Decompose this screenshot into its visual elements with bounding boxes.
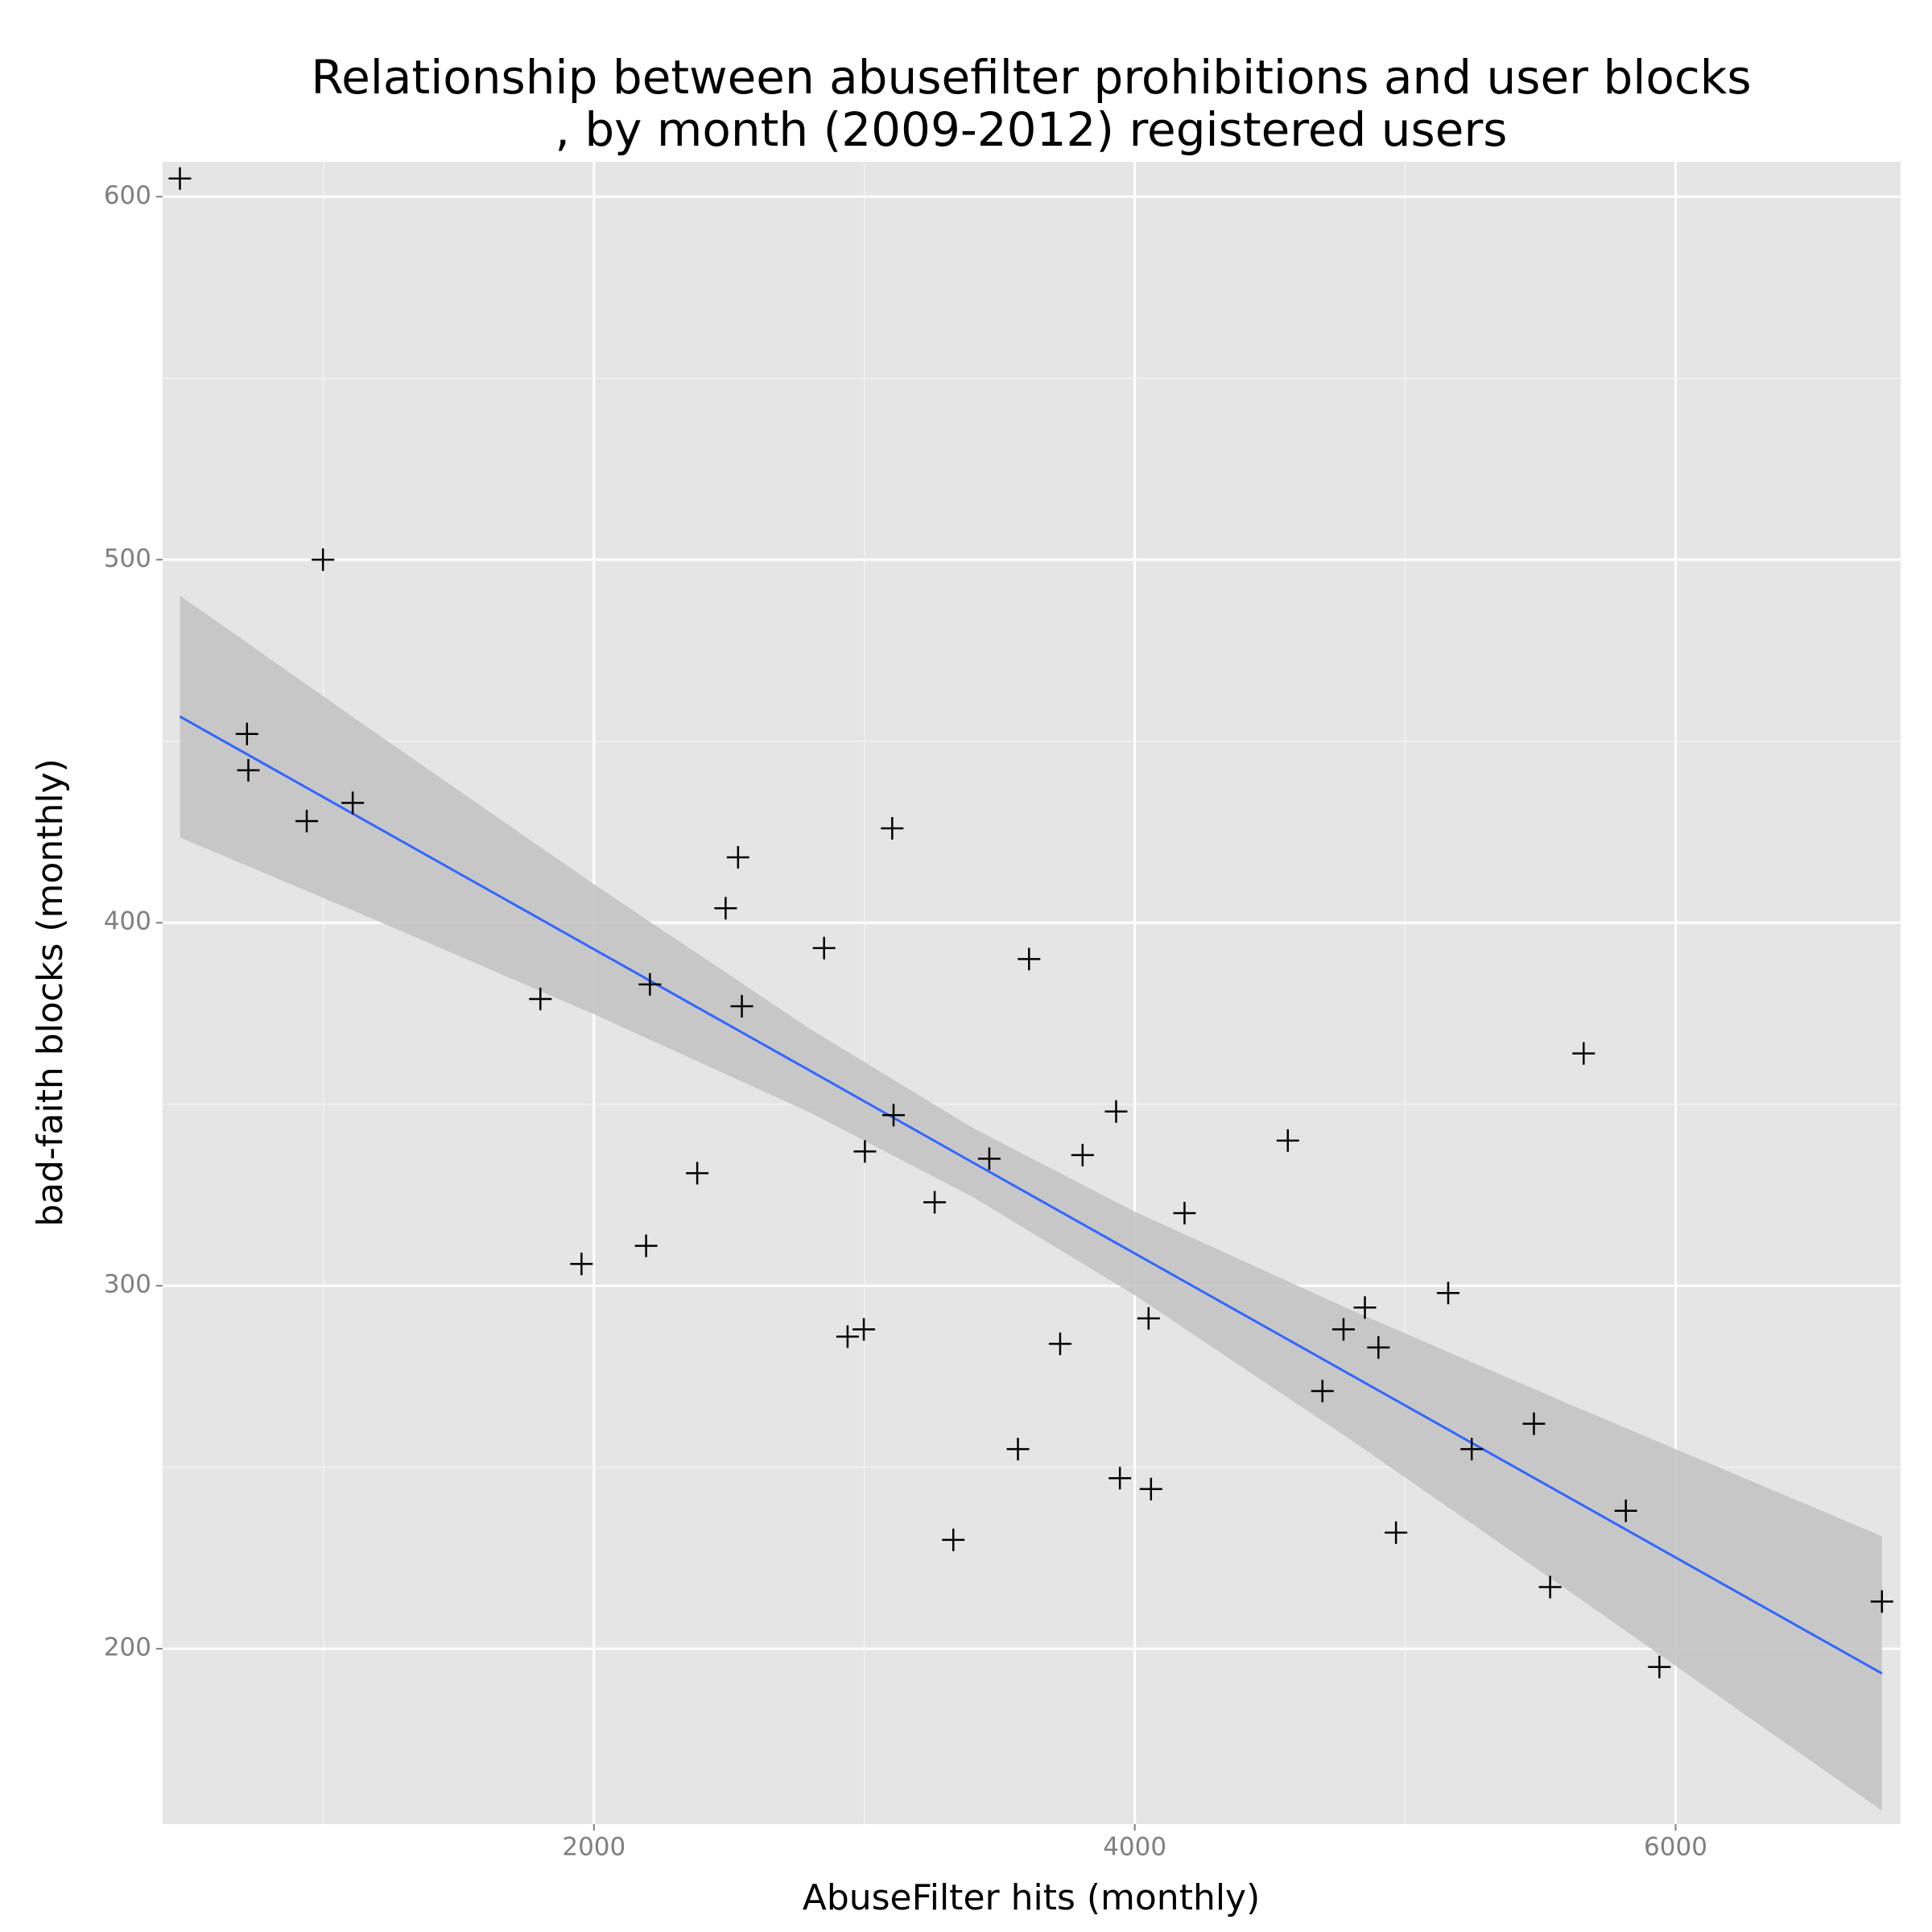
point bbox=[312, 548, 335, 572]
point bbox=[812, 936, 836, 960]
y-axis-label: bad-faith blocks (monthly) bbox=[30, 758, 71, 1227]
point bbox=[1614, 1499, 1637, 1522]
point bbox=[168, 167, 192, 190]
point bbox=[726, 846, 749, 869]
x-tick-label: 2000 bbox=[562, 1833, 625, 1862]
point bbox=[1538, 1575, 1562, 1599]
x-axis-label: AbuseFilter hits (monthly) bbox=[803, 1877, 1261, 1918]
point bbox=[1137, 1307, 1160, 1330]
point bbox=[1870, 1590, 1893, 1613]
point bbox=[1331, 1318, 1355, 1341]
chart-title: Relationship between abusefilter prohibi… bbox=[311, 50, 1751, 105]
x-tick-label: 6000 bbox=[1644, 1833, 1707, 1862]
point bbox=[1648, 1655, 1671, 1678]
fit-line bbox=[179, 715, 1883, 1675]
point bbox=[1436, 1282, 1459, 1305]
point bbox=[686, 1162, 709, 1185]
point bbox=[1139, 1477, 1162, 1501]
point bbox=[1460, 1438, 1484, 1461]
point bbox=[1071, 1143, 1094, 1166]
point bbox=[1018, 947, 1041, 971]
point bbox=[341, 791, 365, 815]
point bbox=[638, 972, 662, 996]
point bbox=[295, 809, 319, 832]
point bbox=[836, 1325, 859, 1348]
point bbox=[235, 722, 258, 745]
point bbox=[1048, 1332, 1071, 1356]
point bbox=[570, 1253, 593, 1276]
point bbox=[1104, 1100, 1128, 1123]
point bbox=[882, 1104, 906, 1127]
point bbox=[237, 758, 260, 782]
point bbox=[1108, 1467, 1132, 1490]
point bbox=[923, 1191, 947, 1214]
point bbox=[1173, 1202, 1196, 1225]
point bbox=[1572, 1042, 1596, 1065]
point bbox=[881, 816, 904, 840]
y-tick-label: 400 bbox=[104, 907, 151, 936]
point bbox=[1385, 1521, 1408, 1544]
y-tick-label: 200 bbox=[104, 1633, 151, 1662]
point bbox=[853, 1140, 877, 1163]
x-tick-label: 4000 bbox=[1103, 1833, 1166, 1862]
y-tick-label: 500 bbox=[104, 544, 151, 573]
point bbox=[714, 897, 737, 920]
point bbox=[634, 1234, 658, 1257]
point bbox=[1522, 1412, 1546, 1435]
point bbox=[977, 1147, 1001, 1170]
point bbox=[1311, 1379, 1334, 1402]
point bbox=[942, 1528, 965, 1551]
point bbox=[1367, 1335, 1390, 1359]
point bbox=[1006, 1438, 1030, 1461]
confidence-band bbox=[180, 595, 1882, 1811]
chart-title: , by month (2009-2012) registered users bbox=[555, 102, 1507, 157]
point bbox=[852, 1318, 876, 1341]
point bbox=[730, 994, 753, 1018]
y-tick-label: 300 bbox=[104, 1270, 151, 1299]
y-tick-label: 600 bbox=[104, 181, 151, 210]
point bbox=[529, 987, 552, 1010]
point bbox=[1276, 1129, 1299, 1152]
point bbox=[1353, 1296, 1377, 1319]
